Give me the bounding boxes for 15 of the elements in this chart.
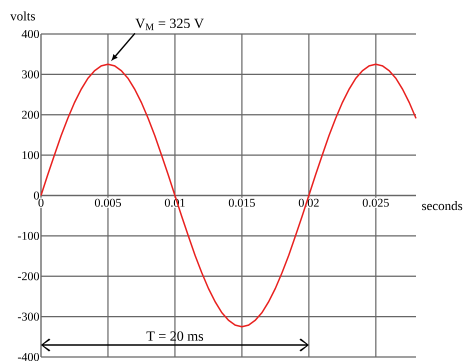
y-tick-label: 300 xyxy=(22,70,40,78)
y-tick-label: -400 xyxy=(18,352,40,362)
y-tick-label: 400 xyxy=(22,30,40,38)
x-tick-label: 0.015 xyxy=(228,198,255,207)
y-tick-label: -300 xyxy=(18,312,40,321)
text: V$_{M}$ = 325 V xyxy=(135,18,204,30)
x-axis-title: seconds xyxy=(422,201,462,210)
y-tick-label: 100 xyxy=(22,151,40,160)
x-tick-label: 0.005 xyxy=(94,198,121,207)
y-tick-label: 0 xyxy=(34,191,40,200)
y-tick-label: -200 xyxy=(18,272,40,280)
y-axis-title: volts xyxy=(10,11,36,20)
x-tick-label: 0.025 xyxy=(362,198,389,207)
y-tick-label: -100 xyxy=(18,232,40,240)
y-tick-label: 200 xyxy=(22,110,40,119)
